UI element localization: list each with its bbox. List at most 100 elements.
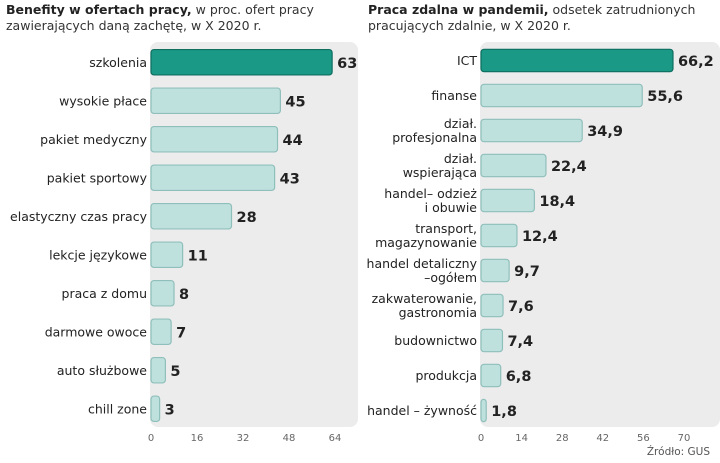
benefits-category-line: pakiet medyczny (40, 132, 147, 147)
remote-bar (480, 223, 518, 248)
benefits-value-label: 5 (170, 364, 180, 380)
benefits-category-line: lekcje językowe (49, 247, 147, 262)
benefits-chart-title: Benefity w ofertach pracy, w proc. ofert… (6, 2, 352, 34)
remote-bar (480, 118, 583, 143)
remote-category-label: handel detaliczny –ogółem (367, 256, 478, 285)
benefits-tick-label: 64 (329, 433, 342, 444)
benefits-value-label: 28 (237, 210, 257, 226)
remote-category-line: –ogółem (424, 270, 477, 285)
benefits-category-label: szkolenia (89, 55, 147, 70)
benefits-category-label: chill zone (88, 401, 147, 416)
remote-value-label: 12,4 (522, 229, 558, 245)
remote-bar (480, 83, 643, 108)
remote-tick-label: 42 (596, 433, 609, 444)
remote-category-label: ICT (457, 53, 477, 68)
remote-title-bold: Praca zdalna w pandemii, (368, 2, 549, 17)
remote-category-line: dział. (444, 151, 477, 166)
benefits-bar (150, 241, 184, 269)
remote-value-label: 7,4 (507, 334, 533, 350)
benefits-bar (150, 164, 276, 192)
remote-title-subtitle: odsetek zatrudnionych pracujących zdalni… (368, 2, 696, 33)
benefits-bar (150, 202, 233, 230)
remote-category-label: handel– odzież i obuwie (384, 186, 477, 215)
benefits-title-bold: Benefity w ofertach pracy, (6, 2, 192, 17)
benefits-bar-chart: szkolenia 63 wysokie płace 45 pakiet medyczn… (10, 48, 357, 444)
remote-value-label: 66,2 (678, 54, 714, 70)
benefits-category-label: elastyczny czas pracy (10, 209, 148, 224)
benefits-category-line: darmowe owoce (45, 324, 148, 339)
remote-category-label: transport, magazynowanie (375, 221, 477, 250)
remote-category-label: dział. wspierająca (403, 151, 477, 180)
benefits-category-label: auto służbowe (57, 363, 147, 378)
remote-value-label: 55,6 (647, 89, 683, 105)
remote-category-line: handel– odzież (384, 186, 477, 201)
benefits-category-label: darmowe owoce (45, 324, 148, 339)
benefits-title-subtitle: w proc. ofert pracy zawierających daną z… (6, 2, 314, 33)
remote-value-label: 34,9 (587, 124, 623, 140)
benefits-category-label: lekcje językowe (49, 247, 147, 262)
remote-value-label: 7,6 (508, 299, 534, 315)
remote-category-label: finanse (431, 88, 477, 103)
remote-category-label: dział. profesjonalna (392, 116, 477, 145)
remote-category-line: profesjonalna (392, 130, 477, 145)
remote-category-label: zakwaterowanie, gastronomia (372, 291, 477, 320)
source-note: Źródło: GUS (646, 446, 710, 458)
remote-category-line: finanse (431, 88, 477, 103)
remote-category-line: wspierająca (403, 165, 477, 180)
remote-bar (480, 188, 535, 213)
benefits-category-line: auto służbowe (57, 363, 147, 378)
benefits-value-label: 63 (337, 56, 357, 72)
remote-bar (480, 398, 487, 423)
benefits-bar (150, 395, 161, 423)
remote-category-line: produkcja (415, 368, 477, 383)
remote-tick-label: 70 (678, 433, 691, 444)
remote-bar (480, 293, 504, 318)
remote-value-label: 22,4 (551, 159, 587, 175)
remote-category-line: magazynowanie (375, 235, 477, 250)
benefits-category-line: elastyczny czas pracy (10, 209, 148, 224)
benefits-category-label: praca z domu (62, 286, 147, 301)
remote-category-label: budownictwo (394, 333, 477, 348)
remote-bar (480, 258, 510, 283)
remote-bar (480, 363, 502, 388)
remote-bar (480, 48, 674, 73)
benefits-bar (150, 87, 281, 115)
remote-category-line: dział. (444, 116, 477, 131)
benefits-value-label: 7 (176, 325, 186, 341)
remote-chart-title: Praca zdalna w pandemii, odsetek zatrudn… (368, 2, 714, 34)
benefits-value-label: 44 (283, 133, 303, 149)
remote-category-line: zakwaterowanie, (372, 291, 477, 306)
remote-value-label: 6,8 (506, 369, 532, 385)
remote-category-line: handel detaliczny (367, 256, 478, 271)
benefits-tick-label: 32 (237, 433, 250, 444)
benefits-category-label: wysokie płace (59, 93, 147, 108)
benefits-bar (150, 125, 279, 153)
remote-tick-label: 28 (556, 433, 569, 444)
benefits-category-label: pakiet sportowy (47, 170, 148, 185)
remote-category-line: i obuwie (425, 200, 478, 215)
benefits-category-line: praca z domu (62, 286, 147, 301)
remote-bar (480, 153, 547, 178)
benefits-tick-label: 16 (191, 433, 204, 444)
benefits-value-label: 11 (188, 248, 208, 264)
remote-category-line: gastronomia (399, 305, 477, 320)
remote-value-label: 1,8 (491, 404, 517, 420)
benefits-bar (150, 318, 172, 346)
remote-tick-label: 0 (478, 433, 484, 444)
benefits-category-label: pakiet medyczny (40, 132, 147, 147)
benefits-bar (150, 279, 175, 307)
benefits-tick-label: 0 (148, 433, 154, 444)
benefits-category-line: chill zone (88, 401, 147, 416)
benefits-category-line: pakiet sportowy (47, 170, 148, 185)
remote-category-line: budownictwo (394, 333, 477, 348)
remote-tick-label: 14 (515, 433, 528, 444)
benefits-value-label: 43 (280, 171, 300, 187)
remote-category-label: handel – żywność (367, 403, 477, 418)
remote-category-line: handel – żywność (367, 403, 477, 418)
benefits-value-label: 3 (165, 402, 175, 418)
remote-value-label: 9,7 (514, 264, 540, 280)
benefits-bar (150, 356, 166, 384)
benefits-bar (150, 48, 333, 76)
remote-value-label: 18,4 (539, 194, 575, 210)
